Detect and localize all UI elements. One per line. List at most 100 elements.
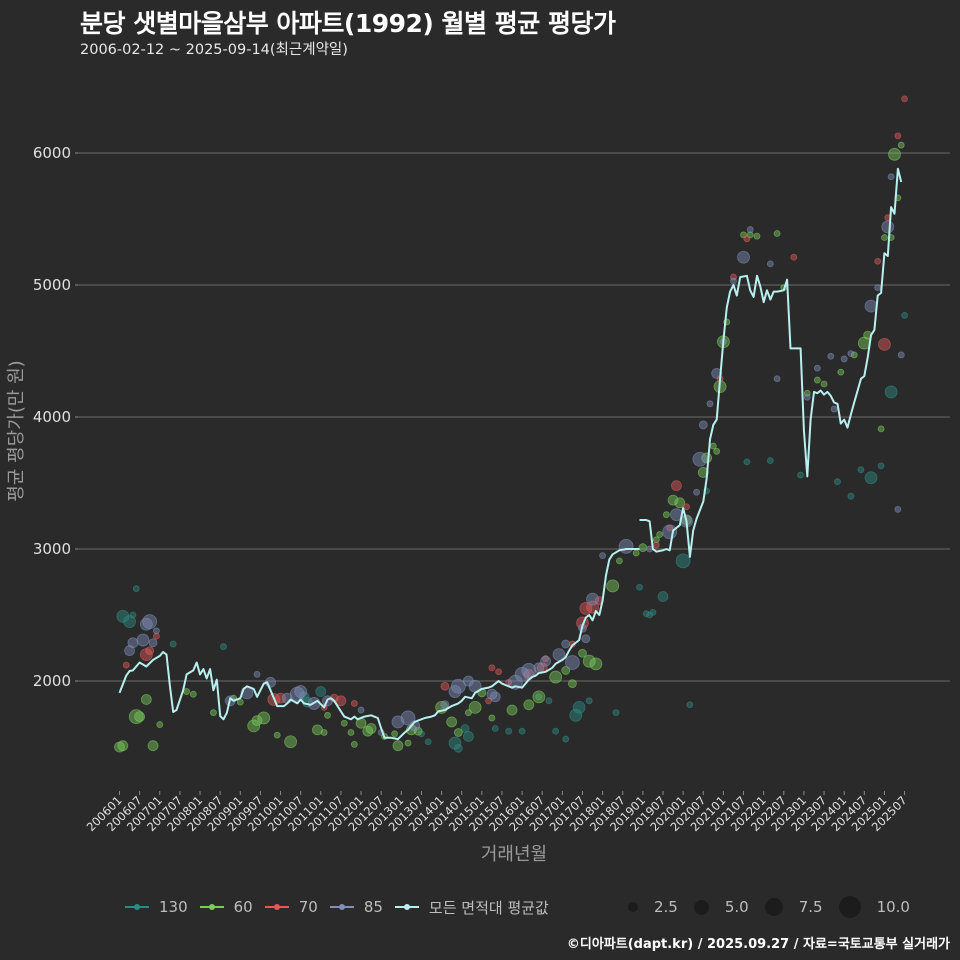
data-point-85[interactable]	[746, 226, 754, 233]
data-point-85[interactable]	[737, 250, 750, 264]
data-point-60[interactable]	[347, 729, 355, 736]
data-point-85[interactable]	[357, 706, 365, 714]
data-point-130[interactable]	[585, 697, 593, 705]
data-point-85[interactable]	[581, 634, 591, 644]
data-point-130[interactable]	[463, 731, 474, 742]
data-point-60[interactable]	[837, 368, 845, 376]
data-point-60[interactable]	[532, 690, 546, 704]
data-point-85[interactable]	[813, 364, 821, 372]
data-point-60[interactable]	[582, 654, 596, 668]
data-point-85[interactable]	[561, 639, 571, 649]
data-point-85[interactable]	[400, 710, 416, 726]
data-point-60[interactable]	[589, 657, 603, 671]
data-point-85[interactable]	[864, 299, 878, 313]
data-point-70[interactable]	[122, 661, 130, 669]
legend-item-average[interactable]: 모든 면적대 평균값	[394, 897, 549, 918]
data-point-60[interactable]	[549, 670, 563, 684]
data-point-70[interactable]	[145, 646, 155, 656]
data-point-130[interactable]	[572, 701, 586, 714]
data-point-85[interactable]	[139, 617, 153, 631]
data-point-85[interactable]	[698, 420, 708, 430]
data-point-60[interactable]	[251, 715, 263, 726]
legend-item-60[interactable]: 60	[199, 897, 253, 917]
data-point-85[interactable]	[148, 638, 158, 648]
data-point-70[interactable]	[874, 257, 882, 265]
data-point-60[interactable]	[324, 711, 331, 719]
data-point-60[interactable]	[446, 716, 458, 728]
data-point-60[interactable]	[468, 701, 482, 714]
data-point-70[interactable]	[153, 632, 160, 640]
data-point-130[interactable]	[686, 701, 694, 709]
data-point-130[interactable]	[877, 462, 885, 470]
data-point-70[interactable]	[542, 655, 549, 662]
data-point-70[interactable]	[878, 337, 891, 351]
legend-item-70[interactable]: 70	[264, 897, 318, 917]
data-point-85[interactable]	[803, 393, 811, 401]
data-point-130[interactable]	[636, 583, 643, 591]
data-point-130[interactable]	[123, 615, 136, 628]
data-point-60[interactable]	[340, 719, 348, 727]
data-point-85[interactable]	[766, 260, 774, 268]
data-point-130[interactable]	[315, 686, 327, 697]
data-point-70[interactable]	[440, 681, 450, 691]
data-point-60[interactable]	[365, 723, 377, 734]
data-point-130[interactable]	[116, 609, 130, 623]
data-point-60[interactable]	[888, 147, 901, 161]
data-point-130[interactable]	[129, 611, 137, 619]
data-point-60[interactable]	[140, 694, 152, 705]
data-point-60[interactable]	[674, 497, 686, 509]
data-point-130[interactable]	[518, 727, 526, 735]
data-point-130[interactable]	[169, 640, 177, 648]
data-point-130[interactable]	[491, 725, 499, 732]
data-point-130[interactable]	[834, 478, 841, 486]
data-point-130[interactable]	[864, 471, 878, 485]
data-point-60[interactable]	[257, 711, 271, 725]
data-point-85[interactable]	[552, 648, 566, 661]
data-point-70[interactable]	[743, 235, 751, 243]
data-point-60[interactable]	[881, 234, 888, 241]
average-price-line[interactable]	[639, 167, 903, 558]
data-point-85[interactable]	[827, 352, 835, 360]
data-point-60[interactable]	[128, 709, 144, 725]
data-point-60[interactable]	[632, 549, 640, 557]
data-point-130[interactable]	[448, 736, 462, 750]
data-point-85[interactable]	[692, 451, 708, 467]
data-point-60[interactable]	[615, 557, 623, 565]
data-point-85[interactable]	[124, 645, 135, 657]
data-point-130[interactable]	[424, 738, 432, 746]
data-point-85[interactable]	[540, 655, 551, 667]
data-point-60[interactable]	[697, 467, 709, 478]
data-point-85[interactable]	[463, 675, 474, 687]
data-point-130[interactable]	[649, 608, 657, 616]
data-point-85[interactable]	[618, 538, 634, 554]
data-point-85[interactable]	[894, 505, 902, 513]
data-point-70[interactable]	[350, 700, 358, 707]
data-point-60[interactable]	[506, 704, 518, 716]
data-point-85[interactable]	[521, 663, 537, 678]
data-point-70[interactable]	[671, 480, 682, 492]
data-point-85[interactable]	[294, 685, 308, 698]
data-point-85[interactable]	[450, 678, 466, 694]
data-point-130[interactable]	[657, 591, 669, 602]
data-point-85[interactable]	[693, 488, 700, 496]
data-point-130[interactable]	[901, 311, 908, 319]
legend-item-130[interactable]: 130	[125, 897, 188, 917]
data-point-60[interactable]	[578, 648, 587, 658]
data-point-85[interactable]	[706, 400, 714, 408]
data-point-60[interactable]	[877, 425, 885, 433]
data-point-130[interactable]	[562, 735, 570, 743]
data-point-85[interactable]	[489, 691, 501, 703]
data-point-130[interactable]	[847, 492, 855, 500]
data-point-130[interactable]	[545, 697, 553, 705]
data-point-85[interactable]	[253, 671, 261, 678]
data-point-60[interactable]	[392, 740, 404, 752]
data-point-60[interactable]	[465, 709, 472, 717]
data-point-130[interactable]	[453, 743, 463, 753]
data-point-130[interactable]	[535, 693, 543, 701]
data-point-60[interactable]	[713, 447, 721, 455]
data-point-85[interactable]	[127, 637, 139, 649]
data-point-85[interactable]	[773, 375, 781, 383]
data-point-130[interactable]	[505, 727, 513, 735]
data-point-130[interactable]	[220, 643, 227, 651]
data-point-85[interactable]	[136, 633, 150, 647]
